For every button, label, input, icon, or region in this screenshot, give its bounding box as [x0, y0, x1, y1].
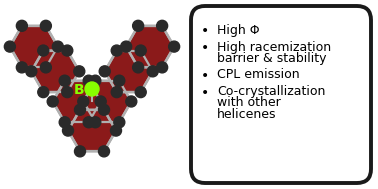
- Text: barrier & stability: barrier & stability: [217, 52, 327, 65]
- Polygon shape: [53, 81, 101, 122]
- Circle shape: [110, 125, 121, 136]
- Text: High Φ: High Φ: [217, 24, 260, 37]
- Circle shape: [40, 62, 51, 73]
- Circle shape: [114, 75, 125, 86]
- Circle shape: [133, 62, 144, 73]
- Circle shape: [74, 104, 85, 115]
- Polygon shape: [83, 81, 131, 122]
- Polygon shape: [10, 26, 58, 67]
- Circle shape: [38, 87, 49, 98]
- Circle shape: [26, 66, 37, 77]
- Circle shape: [40, 20, 51, 31]
- Circle shape: [62, 45, 73, 56]
- Text: High racemization: High racemization: [217, 40, 331, 53]
- Text: helicenes: helicenes: [217, 108, 276, 121]
- Text: •: •: [201, 85, 209, 99]
- Circle shape: [135, 87, 146, 98]
- Circle shape: [114, 117, 125, 128]
- Circle shape: [74, 66, 85, 77]
- Circle shape: [121, 41, 132, 52]
- Circle shape: [111, 45, 122, 56]
- Circle shape: [111, 87, 122, 98]
- Circle shape: [99, 146, 110, 157]
- Circle shape: [47, 96, 58, 107]
- Circle shape: [59, 117, 70, 128]
- Circle shape: [90, 117, 101, 128]
- Circle shape: [156, 20, 167, 31]
- Circle shape: [133, 20, 144, 31]
- Circle shape: [135, 45, 146, 56]
- Circle shape: [16, 20, 27, 31]
- Circle shape: [38, 45, 49, 56]
- Circle shape: [62, 125, 73, 136]
- Circle shape: [53, 41, 64, 52]
- Circle shape: [95, 96, 106, 107]
- Circle shape: [85, 82, 99, 96]
- Circle shape: [147, 66, 158, 77]
- Circle shape: [83, 117, 94, 128]
- Circle shape: [83, 75, 94, 86]
- Polygon shape: [105, 50, 153, 92]
- Circle shape: [5, 41, 15, 52]
- Text: •: •: [201, 69, 209, 83]
- Polygon shape: [126, 26, 174, 67]
- Polygon shape: [68, 110, 116, 151]
- Circle shape: [59, 75, 70, 86]
- Circle shape: [78, 96, 89, 107]
- Polygon shape: [31, 50, 79, 92]
- Text: CPL emission: CPL emission: [217, 68, 300, 81]
- Circle shape: [156, 62, 167, 73]
- Text: •: •: [201, 25, 209, 39]
- Circle shape: [99, 104, 110, 115]
- Circle shape: [90, 75, 101, 86]
- Circle shape: [126, 96, 137, 107]
- FancyBboxPatch shape: [191, 6, 371, 183]
- Text: Co-crystallization: Co-crystallization: [217, 85, 325, 98]
- Circle shape: [16, 62, 27, 73]
- Text: •: •: [201, 41, 209, 55]
- Circle shape: [99, 66, 110, 77]
- Text: B: B: [74, 83, 84, 97]
- Circle shape: [169, 41, 180, 52]
- Text: with other: with other: [217, 97, 281, 109]
- Circle shape: [74, 146, 85, 157]
- Circle shape: [62, 87, 73, 98]
